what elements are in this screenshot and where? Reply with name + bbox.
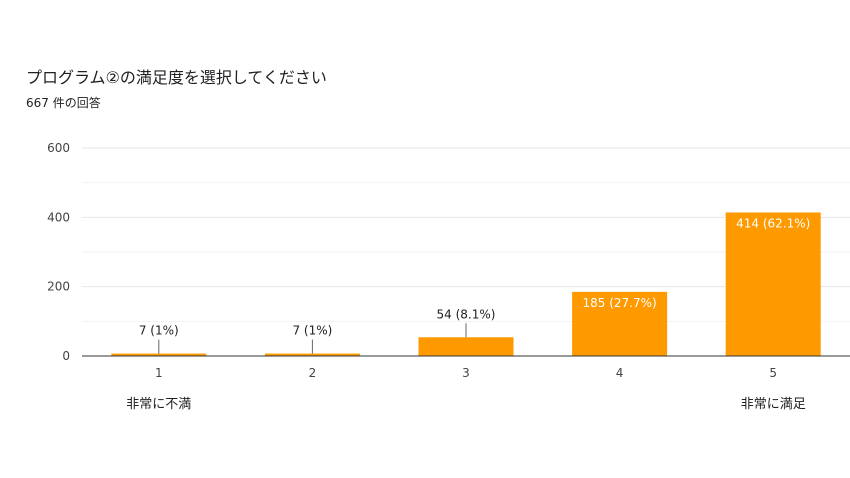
y-tick-label: 600 (47, 141, 70, 155)
x-tick-label: 5 (769, 366, 777, 380)
data-label: 414 (62.1%) (736, 216, 810, 230)
y-tick-label: 0 (62, 349, 70, 363)
bar (725, 212, 821, 356)
data-label: 185 (27.7%) (582, 296, 656, 310)
data-label: 7 (1%) (292, 324, 332, 338)
scale-high-label: 非常に満足 (741, 397, 806, 412)
y-tick-label: 200 (47, 280, 70, 294)
chart-title: プログラム②の満足度を選択してください (26, 68, 327, 87)
response-count: 667 件の回答 (26, 96, 101, 110)
x-tick-label: 2 (309, 366, 317, 380)
y-tick-label: 400 (47, 210, 70, 224)
bar (264, 353, 360, 356)
data-label: 7 (1%) (139, 324, 179, 338)
bar (572, 291, 668, 356)
x-tick-label: 3 (462, 366, 470, 380)
x-tick-label: 4 (616, 366, 624, 380)
scale-low-label: 非常に不満 (126, 397, 191, 412)
bar (111, 353, 207, 356)
x-tick-label: 1 (155, 366, 163, 380)
bar (418, 337, 514, 356)
data-label: 54 (8.1%) (437, 307, 496, 321)
